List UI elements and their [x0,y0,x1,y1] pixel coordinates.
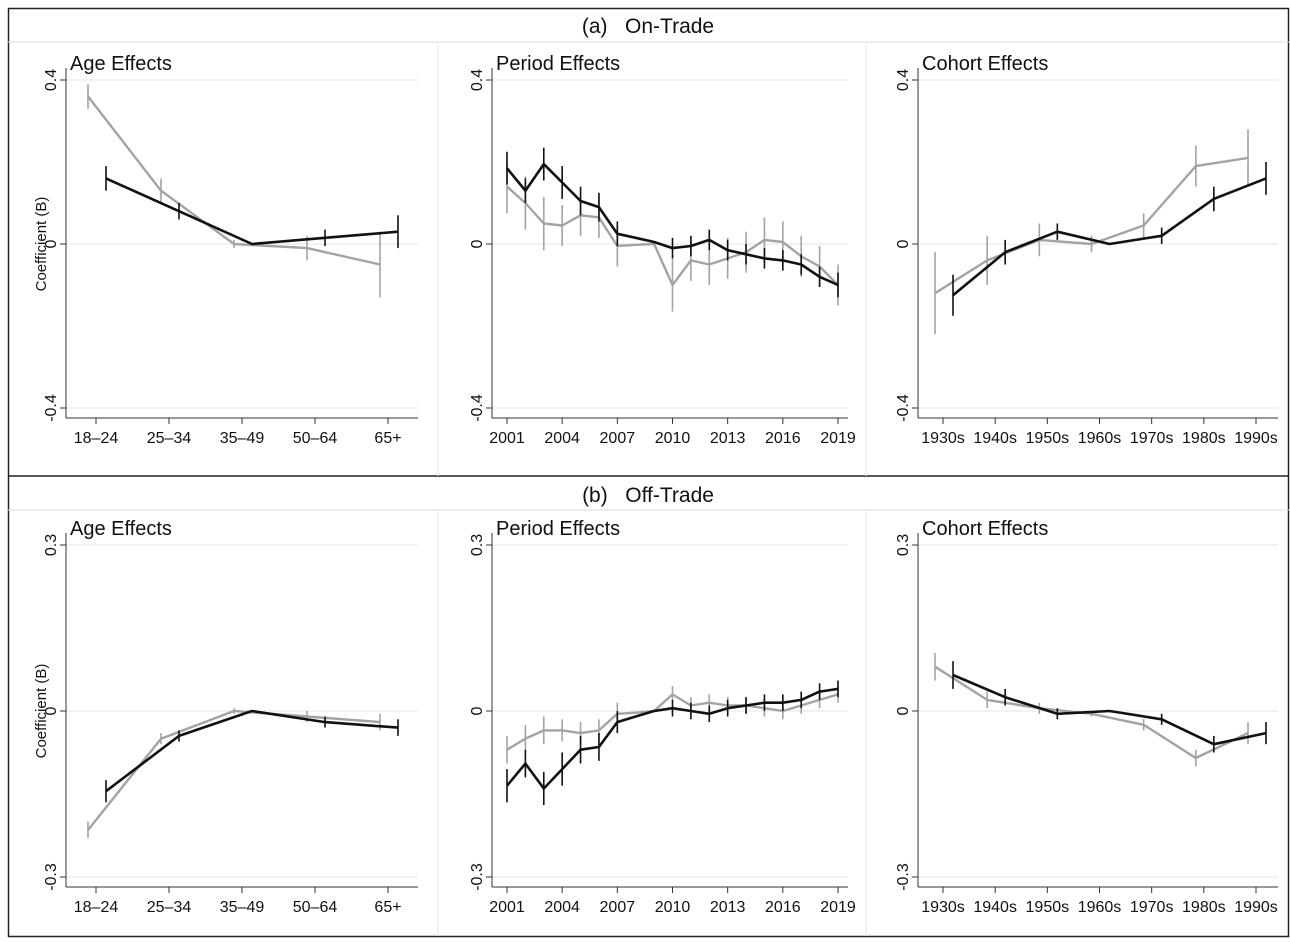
x-tick-label: 2007 [600,430,636,447]
x-tick-label: 2016 [765,899,801,916]
y-tick-label: 0 [469,706,486,715]
x-tick-label: 25–34 [147,430,192,447]
x-tick-label: 50–64 [293,430,338,447]
x-tick-label: 1930s [921,430,965,447]
x-tick-label: 1950s [1026,430,1070,447]
x-tick-label: 65+ [374,430,401,447]
x-tick-label: 1970s [1130,899,1174,916]
series-line-black [105,709,399,793]
subplot-title: Age Effects [70,518,172,540]
x-tick-label: 1980s [1182,430,1226,447]
y-tick-label: -0.3 [469,863,486,891]
x-tick-label: 50–64 [293,899,338,916]
x-tick-label: 25–34 [147,899,192,916]
subplot-0-0: -0.4 0 0.4 18–24 25–34 35–49 50–64 65+ Age Effec… [33,53,418,447]
y-tick-label: 0.3 [43,534,60,556]
y-tick-label: 0 [895,239,912,248]
row-b-title: (b) Off-Trade [582,484,714,507]
x-tick-label: 2010 [655,430,691,447]
figure-border [7,7,1290,938]
x-tick-label: 1980s [1182,899,1226,916]
subplot-title: Period Effects [496,518,620,540]
subplots: -0.4 0 0.4 18–24 25–34 35–49 50–64 65+ Age Effec… [33,53,1278,916]
x-tick-label: 1990s [1234,899,1278,916]
y-tick-label: 0 [895,706,912,715]
subplot-1-1: -0.3 0 0.3 2001 2004 2007 2010 2013 2016 2019 Peri… [469,518,856,916]
y-tick-label: 0.4 [895,69,912,91]
x-tick-label: 2001 [489,899,525,916]
x-tick-label: 2013 [710,899,746,916]
y-tick-label: -0.3 [895,863,912,891]
y-tick-label: 0.4 [469,69,486,91]
x-tick-label: 1970s [1130,430,1174,447]
x-tick-label: 2007 [600,899,636,916]
y-axis-label: Coefficient (B) [33,197,50,292]
subplot-title: Cohort Effects [922,53,1048,75]
series-line-black [952,673,1267,746]
subplot-title: Period Effects [496,53,620,75]
subplot-title: Cohort Effects [922,518,1048,540]
x-tick-label: 2004 [544,899,580,916]
x-tick-label: 1930s [921,899,965,916]
x-tick-label: 2004 [544,430,580,447]
x-tick-label: 2013 [710,430,746,447]
y-tick-label: 0 [43,706,60,715]
x-tick-label: 35–49 [220,430,265,447]
y-tick-label: 0.4 [43,69,60,91]
x-tick-label: 1990s [1234,430,1278,447]
subplot-0-2: -0.4 0 0.4 1930s 1940s 1950s 1960s 1970s 1980s 19… [895,53,1278,447]
x-tick-label: 1960s [1078,430,1122,447]
y-tick-label: 0 [469,239,486,248]
series-line-black [105,177,399,246]
x-tick-label: 2019 [820,430,856,447]
x-tick-label: 35–49 [220,899,265,916]
y-tick-label: -0.4 [469,394,486,422]
x-tick-label: 18–24 [74,899,119,916]
x-tick-label: 1960s [1078,899,1122,916]
subplot-1-2: -0.3 0 0.3 1930s 1940s 1950s 1960s 1970s 1980s 19… [895,518,1278,916]
series-line-gray [87,95,381,266]
y-tick-label: 0 [43,239,60,248]
x-tick-label: 65+ [374,899,401,916]
x-tick-label: 18–24 [74,430,119,447]
x-tick-label: 2001 [489,430,525,447]
y-tick-label: -0.4 [43,394,60,422]
y-tick-label: -0.3 [43,863,60,891]
subplot-0-1: -0.4 0 0.4 2001 2004 2007 2010 2013 2016 2019 Peri… [469,53,856,447]
x-tick-label: 1940s [973,899,1017,916]
y-tick-label: 0.3 [895,534,912,556]
x-tick-label: 2016 [765,430,801,447]
y-tick-label: 0.3 [469,534,486,556]
x-tick-label: 1940s [973,430,1017,447]
subplot-title: Age Effects [70,53,172,75]
subplot-1-0: -0.3 0 0.3 18–24 25–34 35–49 50–64 65+ Age Effec… [33,518,418,916]
y-tick-label: -0.4 [895,394,912,422]
x-tick-label: 2010 [655,899,691,916]
row-a-title: (a) On-Trade [582,15,714,38]
x-tick-label: 2019 [820,899,856,916]
x-tick-label: 1950s [1026,899,1070,916]
y-axis-label: Coefficient (B) [33,664,50,759]
